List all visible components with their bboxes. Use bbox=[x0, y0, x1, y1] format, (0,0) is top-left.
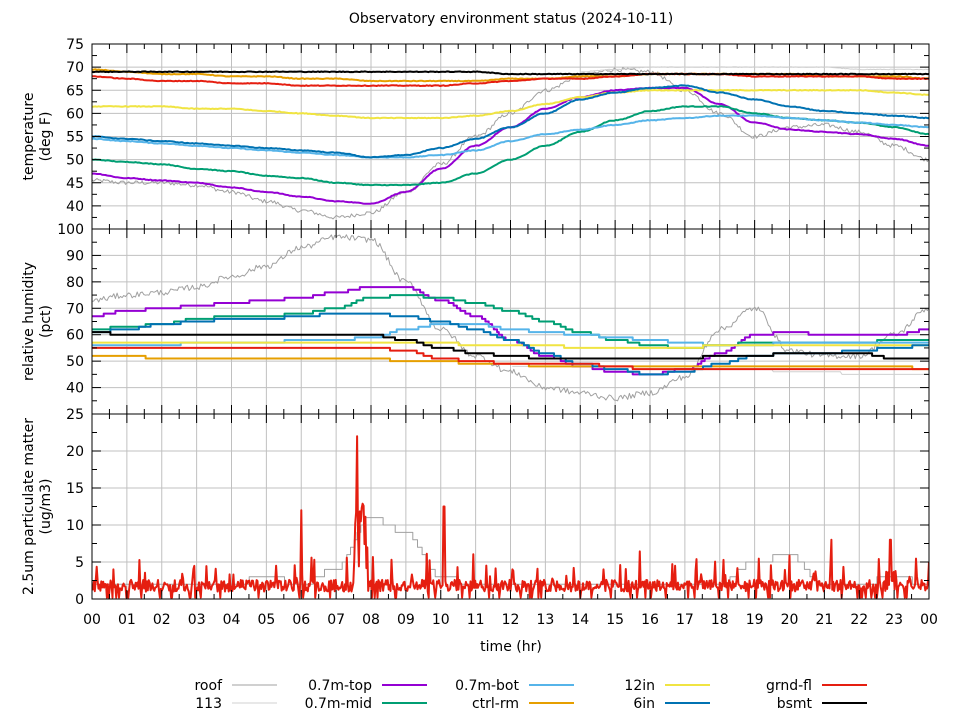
x-tick-label: 01 bbox=[118, 612, 136, 628]
x-tick-label: 03 bbox=[188, 612, 206, 628]
x-tick-label: 15 bbox=[606, 612, 624, 628]
y-tick-label: 80 bbox=[66, 275, 84, 291]
legend-item-bsmt: bsmt bbox=[777, 696, 867, 712]
y-tick-label: 60 bbox=[66, 106, 84, 122]
x-tick-label: 18 bbox=[711, 612, 729, 628]
legend-label: grnd-fl bbox=[766, 678, 812, 694]
x-tick-label: 02 bbox=[153, 612, 171, 628]
x-tick-label: 16 bbox=[641, 612, 659, 628]
y-tick-label: 70 bbox=[66, 60, 84, 76]
x-tick-label: 09 bbox=[397, 612, 415, 628]
tick-layer: 4045505560657075405060708090100051015202… bbox=[57, 37, 938, 628]
y-tick-label: 60 bbox=[66, 328, 84, 344]
temperature-y-label-line2: (deg F) bbox=[38, 112, 54, 162]
chart-title: Observatory environment status (2024-10-… bbox=[349, 11, 673, 27]
series-line-humidity-grnd-fl bbox=[92, 346, 929, 371]
x-tick-label: 00 bbox=[920, 612, 938, 628]
y-tick-label: 65 bbox=[66, 83, 84, 99]
series-line-humidity-12in bbox=[92, 341, 929, 349]
legend-item-ctrl-rm: ctrl-rm bbox=[472, 696, 574, 712]
legend-label: roof bbox=[194, 678, 223, 694]
legend-label: 0.7m-bot bbox=[455, 678, 519, 694]
y-tick-label: 90 bbox=[66, 248, 84, 264]
x-tick-label: 05 bbox=[257, 612, 275, 628]
temperature-series-group bbox=[92, 66, 929, 220]
series-line-temperature-0.7m-bot bbox=[92, 114, 929, 159]
humidity-y-label-line2: (pct) bbox=[38, 305, 54, 338]
series-line-temperature-113 bbox=[580, 66, 929, 73]
legend-item-12in: 12in bbox=[624, 678, 710, 694]
series-layer bbox=[92, 66, 929, 599]
series-line-temperature-grnd-fl bbox=[92, 72, 929, 87]
humidity-series-group bbox=[92, 234, 929, 402]
x-tick-label: 17 bbox=[676, 612, 694, 628]
y-tick-label: 55 bbox=[66, 130, 84, 146]
legend-label: ctrl-rm bbox=[472, 696, 519, 712]
series-line-humidity-roof bbox=[92, 234, 929, 402]
x-tick-label: 06 bbox=[292, 612, 310, 628]
series-line-temperature-12in bbox=[92, 88, 929, 120]
series-line-humidity-bsmt bbox=[92, 331, 929, 360]
x-axis-label: time (hr) bbox=[480, 639, 542, 655]
x-tick-label: 08 bbox=[362, 612, 380, 628]
series-line-temperature-bsmt bbox=[92, 70, 929, 76]
x-tick-label: 14 bbox=[571, 612, 589, 628]
legend-label: 0.7m-top bbox=[308, 678, 372, 694]
x-tick-label: 19 bbox=[746, 612, 764, 628]
temperature-y-label-line1: temperature bbox=[21, 93, 37, 181]
x-tick-label: 11 bbox=[467, 612, 485, 628]
x-tick-label: 07 bbox=[327, 612, 345, 628]
x-tick-label: 00 bbox=[83, 612, 101, 628]
y-tick-label: 40 bbox=[66, 381, 84, 397]
legend-item-grnd-fl: grnd-fl bbox=[766, 678, 867, 694]
x-tick-label: 10 bbox=[432, 612, 450, 628]
y-tick-label: 10 bbox=[66, 518, 84, 534]
legend-item-0.7m-top: 0.7m-top bbox=[308, 678, 427, 694]
x-tick-label: 12 bbox=[502, 612, 520, 628]
legend-label: bsmt bbox=[777, 696, 813, 712]
x-tick-label: 04 bbox=[223, 612, 241, 628]
x-tick-label: 22 bbox=[850, 612, 868, 628]
y-tick-label: 15 bbox=[66, 481, 84, 497]
legend: roof 113 0.7m-top 0.7m-mid 0.7m-bot ctrl-rm 12… bbox=[194, 678, 867, 712]
y-axis-labels: temperature (deg F) relative humidity (pct)… bbox=[21, 93, 54, 595]
x-tick-label: 21 bbox=[815, 612, 833, 628]
legend-item-113: 113 bbox=[195, 696, 277, 712]
pm25-y-label-line1: 2.5um particulate matter bbox=[21, 418, 37, 595]
x-tick-label: 23 bbox=[885, 612, 903, 628]
legend-item-6in: 6in bbox=[633, 696, 710, 712]
humidity-y-label-line1: relative humidity bbox=[21, 262, 37, 381]
y-tick-label: 40 bbox=[66, 199, 84, 215]
y-tick-label: 50 bbox=[66, 153, 84, 169]
y-tick-label: 70 bbox=[66, 301, 84, 317]
y-tick-label: 45 bbox=[66, 176, 84, 192]
legend-label: 6in bbox=[633, 696, 655, 712]
legend-item-0.7m-bot: 0.7m-bot bbox=[455, 678, 574, 694]
series-line-humidity-113 bbox=[512, 365, 929, 375]
y-tick-label: 25 bbox=[66, 407, 84, 423]
legend-item-0.7m-mid: 0.7m-mid bbox=[305, 696, 427, 712]
y-tick-label: 100 bbox=[57, 222, 84, 238]
legend-label: 0.7m-mid bbox=[305, 696, 372, 712]
y-tick-label: 20 bbox=[66, 444, 84, 460]
legend-item-roof: roof bbox=[194, 678, 277, 694]
x-tick-label: 20 bbox=[781, 612, 799, 628]
y-tick-label: 75 bbox=[66, 37, 84, 53]
y-tick-label: 0 bbox=[75, 592, 84, 608]
legend-label: 12in bbox=[624, 678, 655, 694]
legend-label: 113 bbox=[195, 696, 222, 712]
y-tick-label: 5 bbox=[75, 555, 84, 571]
series-line-temperature-6in bbox=[92, 84, 929, 159]
pm25-y-label-line2: (ug/m3) bbox=[38, 479, 54, 535]
y-tick-label: 50 bbox=[66, 354, 84, 370]
x-tick-label: 13 bbox=[536, 612, 554, 628]
